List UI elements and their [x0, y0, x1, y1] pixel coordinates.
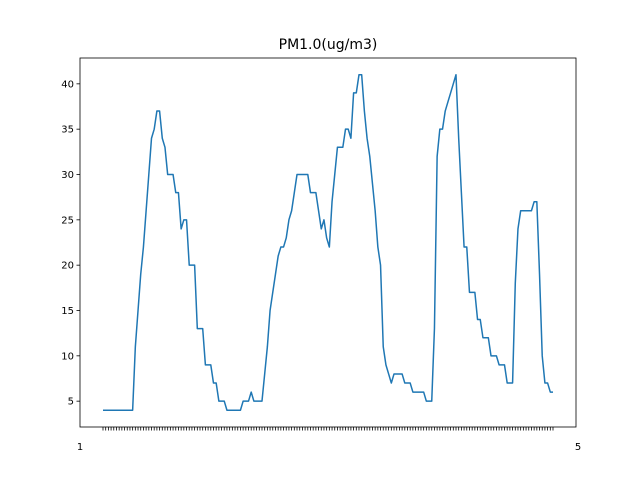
series-line-pm10 — [103, 74, 553, 411]
y-tick-label: 35 — [61, 125, 74, 136]
plot-frame — [79, 57, 577, 428]
y-tick-label: 15 — [61, 306, 74, 317]
y-tick-label: 10 — [61, 351, 74, 362]
x-tick-label-start: 1 — [77, 442, 83, 453]
y-tick-label: 25 — [61, 215, 74, 226]
chart-title: PM1.0(ug/m3) — [279, 37, 378, 53]
series-layer — [103, 74, 553, 411]
y-tick-label: 40 — [61, 79, 74, 90]
y-axis: 5 10 15 20 25 30 35 40 — [61, 79, 80, 408]
x-tick-label-end: 5 — [575, 442, 581, 453]
y-tick-label: 20 — [61, 261, 74, 272]
y-tick-label: 30 — [61, 170, 74, 181]
y-tick-label: 5 — [68, 397, 74, 408]
x-axis: 1 5 — [77, 427, 581, 453]
